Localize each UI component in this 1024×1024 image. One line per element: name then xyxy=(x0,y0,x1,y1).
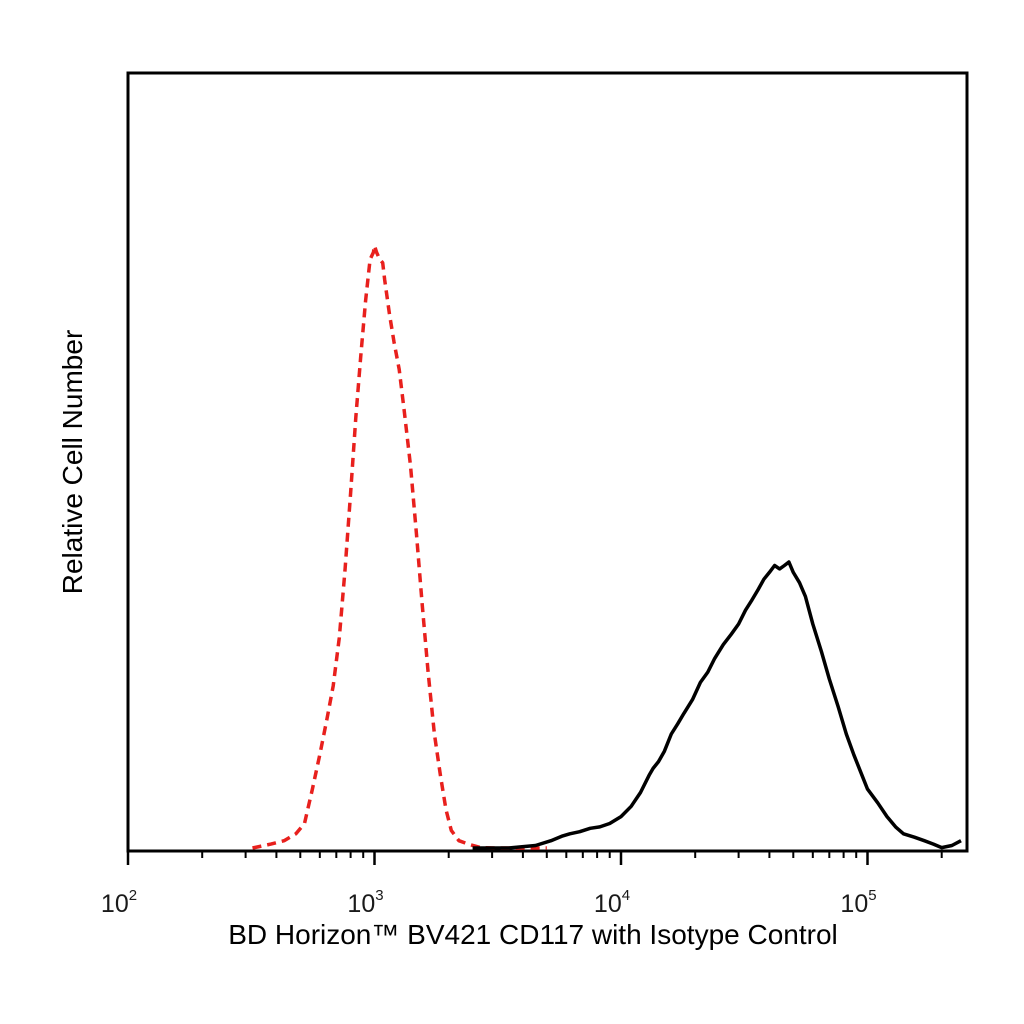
series-line-2 xyxy=(472,560,962,850)
series-line-1 xyxy=(252,243,547,850)
x-tick-label: 103 xyxy=(347,887,383,918)
plot-frame xyxy=(126,71,969,853)
x-tick-label: 105 xyxy=(840,887,876,918)
x-axis-ticks xyxy=(126,851,943,865)
x-tick-label: 102 xyxy=(101,887,137,918)
series-layer xyxy=(252,243,962,850)
x-tick-label: 104 xyxy=(594,887,630,918)
x-axis-title: BD Horizon™ BV421 CD117 with Isotype Con… xyxy=(228,919,838,950)
y-axis-title: Relative Cell Number xyxy=(57,330,88,595)
x-axis-tick-labels: 102 103 104 105 xyxy=(101,887,877,918)
